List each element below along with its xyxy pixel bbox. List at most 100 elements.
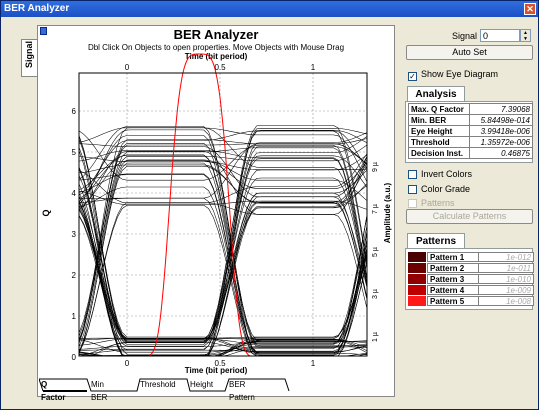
bottom-tab-outline [39,378,290,392]
plot-area-frame [78,72,368,357]
y-tick-label-right: 1 µ [372,332,379,342]
eye-trace [78,143,368,337]
y-axis-label-right: Amplitude (a.u.) [383,182,392,243]
eye-trace [78,197,368,356]
pattern-name: Pattern 3 [427,274,479,284]
y-tick-label-right: 9 µ [372,162,379,172]
tab-threshold[interactable]: Threshold [140,380,176,389]
eye-trace [78,147,368,342]
analysis-row: Decision Inst. 0.46875 [408,147,533,159]
eye-trace [78,156,367,170]
tab-analysis[interactable]: Analysis [407,86,465,102]
tab-signal[interactable]: Signal [21,39,38,77]
color-grade-checkbox[interactable]: Color Grade [408,184,470,194]
eye-trace [78,154,368,350]
eye-trace [78,135,368,345]
panel-menu-icon[interactable] [40,27,47,35]
tab-q-factor[interactable]: Q Factor [41,380,66,402]
analysis-value: 0.46875 [469,147,533,159]
signal-index-input[interactable]: 0 [480,29,520,42]
x-tick-label-bottom: 0.5 [214,359,226,368]
analysis-value: 7.39068 [469,103,533,115]
eye-trace [78,146,368,355]
pattern-threshold-value: 1e-009 [479,285,534,295]
eye-diagram-plot[interactable]: BER Analyzer Dbl Click On Objects to ope… [37,25,395,377]
analysis-key: Eye Height [408,125,470,137]
eye-trace [78,138,368,353]
tab-height[interactable]: Height [190,380,214,389]
pattern-row[interactable]: Pattern 5 1e-008 [408,296,534,306]
patterns-checkbox[interactable]: Patterns [408,198,455,208]
signal-index-spinner[interactable]: ▲ ▼ [520,29,531,42]
analysis-value: 5.84498e-014 [469,114,533,126]
y-tick-label-right: 3 µ [372,289,379,299]
tab-ber-pattern[interactable]: BER Pattern [229,380,255,402]
pattern-row[interactable]: Pattern 2 1e-011 [408,263,534,273]
analysis-key: Threshold [408,136,470,148]
x-axis-label-bottom: Time (bit period) [185,366,248,375]
pattern-row[interactable]: Pattern 4 1e-009 [408,285,534,295]
tab-signal-label: Signal [24,40,34,68]
eye-trace [78,162,368,355]
patterns-checkbox-label: Patterns [421,198,455,208]
y-tick-label-right: 5 µ [372,247,379,257]
pattern-row[interactable]: Pattern 1 1e-012 [408,252,534,262]
x-tick-label-bottom: 1 [311,359,316,368]
eye-trace [78,248,368,341]
calculate-patterns-button[interactable]: Calculate Patterns [406,209,533,224]
pattern-color-swatch[interactable] [408,252,426,262]
eye-trace [78,150,368,355]
pattern-name: Pattern 1 [427,252,479,262]
plot-title: BER Analyzer [174,27,259,42]
y-tick-label-left: 3 [72,230,77,239]
eye-trace [78,165,368,353]
signal-index-label: Signal Index [452,31,502,41]
analysis-value: 1.35972e-006 [469,136,533,148]
eye-trace [78,186,368,353]
pattern-name: Pattern 2 [427,263,479,273]
y-axis-label-left: Q [41,209,51,216]
eye-trace [78,160,368,209]
eye-trace [78,143,368,348]
pattern-name: Pattern 5 [427,296,479,306]
pattern-row[interactable]: Pattern 3 1e-010 [408,274,534,284]
eye-trace [78,125,368,345]
analysis-key: Decision Inst. [408,147,470,159]
eye-trace [78,150,368,281]
pattern-color-swatch[interactable] [408,296,426,306]
pattern-color-swatch[interactable] [408,274,426,284]
close-icon[interactable]: ✕ [524,3,536,15]
eye-trace [78,130,368,341]
eye-trace [78,138,368,344]
eye-trace [78,159,368,348]
eye-trace [78,135,368,342]
tab-min-ber[interactable]: Min BER [91,380,108,402]
eye-trace [78,127,368,286]
eye-trace [78,200,368,342]
y-tick-label-left: 6 [72,107,77,116]
plot-subtitle: Dbl Click On Objects to open properties.… [88,43,344,52]
window-title: BER Analyzer [4,3,70,14]
x-tick-label-top: 0 [125,63,130,72]
y-tick-label-left: 0 [72,353,77,362]
x-tick-label-bottom: 0 [125,359,130,368]
invert-colors-label: Invert Colors [421,169,473,179]
pattern-color-swatch[interactable] [408,285,426,295]
analysis-row: Max. Q Factor 7.39068 [408,103,533,115]
tab-patterns[interactable]: Patterns [407,233,465,249]
analysis-key: Max. Q Factor [408,103,470,115]
invert-colors-checkbox[interactable]: Invert Colors [408,169,472,179]
q-factor-curve [148,53,259,357]
eye-trace [78,155,368,346]
eye-trace [78,130,368,279]
title-bar[interactable]: BER Analyzer ✕ [1,1,538,17]
plot-panel[interactable] [37,25,395,397]
pattern-color-swatch[interactable] [408,263,426,273]
eye-trace [78,144,368,340]
auto-set-button[interactable]: Auto Set [406,45,533,60]
eye-trace [78,153,368,204]
pattern-name: Pattern 4 [427,285,479,295]
show-eye-diagram-checkbox[interactable]: ✓ Show Eye Diagram [408,69,498,81]
